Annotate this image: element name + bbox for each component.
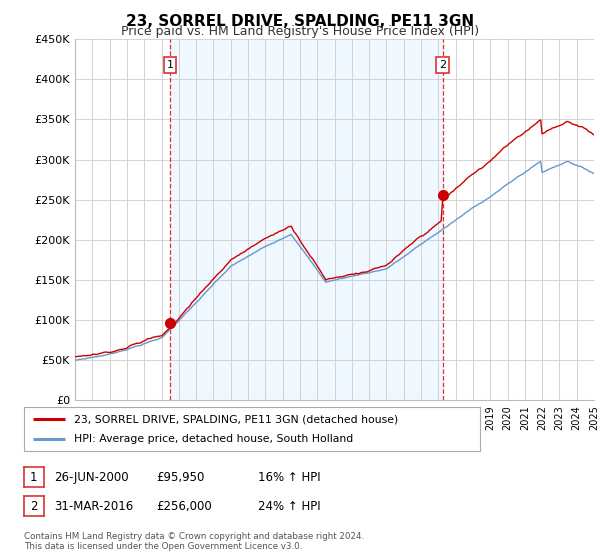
Text: 2: 2	[439, 60, 446, 70]
Bar	[170, 39, 443, 400]
Text: Price paid vs. HM Land Registry's House Price Index (HPI): Price paid vs. HM Land Registry's House …	[121, 25, 479, 38]
Text: 31-MAR-2016: 31-MAR-2016	[54, 500, 133, 513]
Text: Contains HM Land Registry data © Crown copyright and database right 2024.
This d: Contains HM Land Registry data © Crown c…	[24, 532, 364, 552]
Text: 23, SORREL DRIVE, SPALDING, PE11 3GN: 23, SORREL DRIVE, SPALDING, PE11 3GN	[126, 14, 474, 29]
Text: 1: 1	[30, 470, 38, 484]
Text: 16% ↑ HPI: 16% ↑ HPI	[258, 470, 320, 484]
Text: HPI: Average price, detached house, South Holland: HPI: Average price, detached house, Sout…	[74, 434, 353, 444]
Text: 24% ↑ HPI: 24% ↑ HPI	[258, 500, 320, 513]
Text: £256,000: £256,000	[156, 500, 212, 513]
Text: 2: 2	[30, 500, 38, 513]
Text: £95,950: £95,950	[156, 470, 205, 484]
Text: 26-JUN-2000: 26-JUN-2000	[54, 470, 128, 484]
Text: 23, SORREL DRIVE, SPALDING, PE11 3GN (detached house): 23, SORREL DRIVE, SPALDING, PE11 3GN (de…	[74, 414, 398, 424]
Text: 1: 1	[166, 60, 173, 70]
